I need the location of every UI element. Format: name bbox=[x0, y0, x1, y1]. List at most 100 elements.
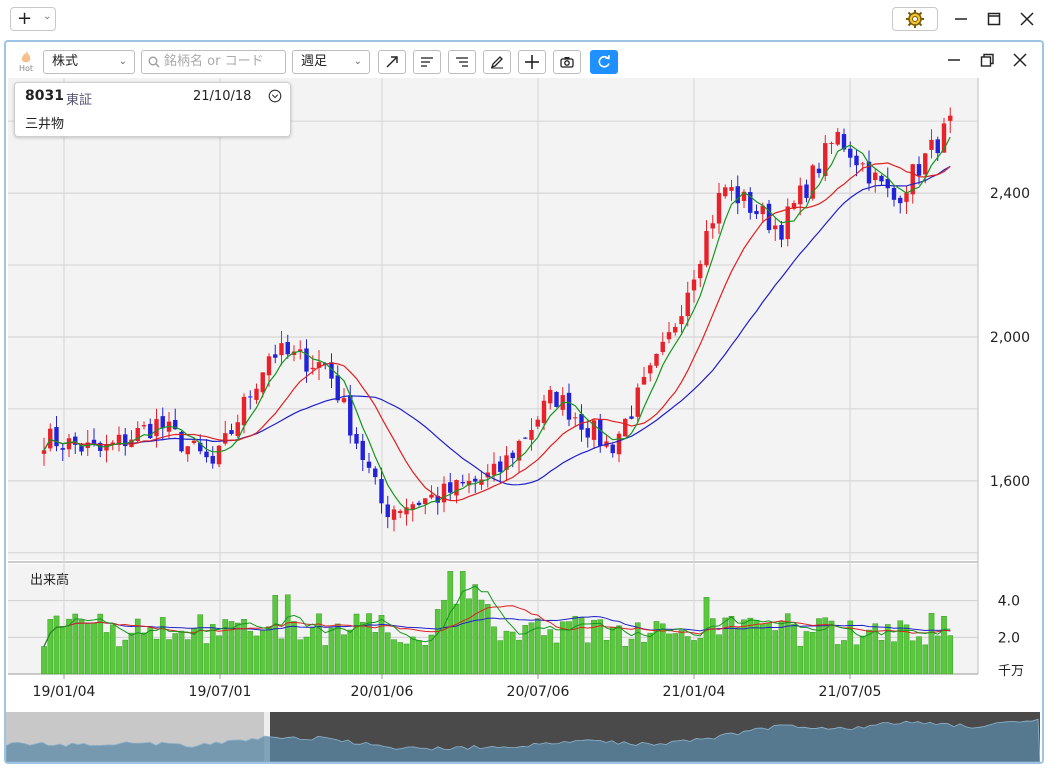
volume-bar bbox=[284, 594, 291, 675]
pen-button[interactable] bbox=[483, 50, 511, 74]
volume-bar bbox=[109, 624, 116, 675]
volume-bar bbox=[916, 636, 922, 675]
candle-body bbox=[635, 387, 640, 417]
candle-body bbox=[891, 187, 897, 200]
minimize-icon bbox=[948, 59, 960, 61]
close-button[interactable] bbox=[1016, 8, 1038, 30]
candle-body bbox=[748, 192, 753, 213]
price-tick-label: 2,000 bbox=[990, 330, 1030, 346]
candle-body bbox=[448, 482, 453, 493]
refresh-button[interactable] bbox=[590, 50, 618, 74]
time-tick-label: 21/07/05 bbox=[819, 684, 882, 700]
candle-body bbox=[935, 139, 940, 154]
type-select[interactable]: 株式 ⌄ bbox=[43, 50, 135, 74]
volume-bar bbox=[353, 613, 360, 675]
volume-bar bbox=[472, 584, 479, 675]
volume-bar bbox=[541, 635, 547, 675]
candle-body bbox=[554, 391, 559, 407]
candle-body bbox=[879, 175, 884, 182]
volume-bar bbox=[703, 597, 710, 675]
maximize-button[interactable] bbox=[983, 8, 1005, 30]
volume-bar bbox=[622, 645, 629, 675]
stock-chart[interactable]: 1,600 2,000 2,400 2.0 4.0 千万 出来高 19/01/04 19/07/… bbox=[8, 78, 1038, 710]
volume-bar bbox=[384, 632, 391, 675]
trendline-icon bbox=[386, 56, 398, 68]
volume-bar bbox=[497, 640, 504, 675]
candle-body bbox=[829, 142, 834, 144]
align-left-button[interactable] bbox=[413, 50, 441, 74]
volume-bar bbox=[616, 625, 622, 675]
candle-body bbox=[266, 356, 272, 376]
panel-close-button[interactable] bbox=[1012, 52, 1032, 72]
volume-bar bbox=[97, 613, 104, 675]
pen-icon bbox=[490, 56, 503, 69]
candle-body bbox=[529, 429, 534, 440]
candle-body bbox=[479, 479, 484, 485]
crosshair-button[interactable] bbox=[518, 50, 546, 74]
volume-bar bbox=[547, 629, 554, 675]
volume-bar bbox=[878, 640, 885, 675]
volume-title: 出来高 bbox=[30, 572, 69, 588]
candle-body bbox=[848, 148, 853, 158]
volume-bar bbox=[816, 618, 822, 675]
volume-tick-label: 2.0 bbox=[998, 630, 1020, 646]
candle-body bbox=[341, 398, 347, 403]
candle-body bbox=[654, 353, 659, 366]
volume-bar bbox=[503, 630, 510, 675]
panel-minimize-button[interactable] bbox=[946, 52, 966, 72]
volume-bar bbox=[941, 616, 947, 675]
volume-bar bbox=[178, 630, 185, 675]
candle-body bbox=[660, 341, 665, 353]
volume-bar bbox=[697, 638, 704, 675]
volume-bar bbox=[491, 626, 497, 675]
volume-bar bbox=[341, 634, 347, 675]
volume-bar bbox=[928, 612, 935, 675]
period-select[interactable]: 週足 ⌄ bbox=[292, 50, 370, 74]
volume-bar bbox=[603, 639, 610, 675]
volume-bar bbox=[403, 643, 410, 675]
candle-body bbox=[429, 494, 434, 498]
volume-bar bbox=[434, 609, 441, 675]
volume-bar bbox=[666, 633, 672, 675]
chevron-down-circle-icon[interactable] bbox=[268, 89, 282, 103]
volume-bar bbox=[334, 623, 341, 675]
align-right-button[interactable] bbox=[448, 50, 476, 74]
minimize-button[interactable] bbox=[950, 8, 972, 30]
stock-name: 三井物 bbox=[25, 117, 65, 132]
volume-bar bbox=[828, 620, 835, 675]
screenshot-button[interactable] bbox=[553, 50, 581, 74]
trendline-button[interactable] bbox=[378, 50, 406, 74]
volume-bar bbox=[303, 636, 310, 675]
candle-body bbox=[473, 478, 478, 482]
volume-bar bbox=[909, 640, 916, 675]
volume-bar bbox=[791, 623, 797, 675]
candle-body bbox=[66, 438, 72, 450]
candle-body bbox=[285, 341, 290, 355]
stock-info-card: 8031 東証 21/10/18 三井物 bbox=[14, 82, 291, 137]
volume-bar bbox=[747, 617, 754, 675]
volume-bar bbox=[566, 621, 572, 675]
search-input[interactable]: 銘柄名 or コード bbox=[141, 50, 286, 74]
volume-bar bbox=[328, 627, 335, 675]
range-navigator[interactable] bbox=[6, 712, 1040, 762]
candle-body bbox=[298, 349, 303, 352]
candle-body bbox=[623, 418, 628, 437]
volume-bar bbox=[209, 624, 216, 675]
candle-body bbox=[741, 191, 747, 201]
volume-bar bbox=[522, 625, 529, 675]
candle-body bbox=[760, 205, 765, 215]
candle-body bbox=[366, 461, 372, 468]
align-right-icon bbox=[456, 57, 468, 67]
add-button[interactable]: + ⌄ bbox=[10, 7, 56, 31]
hot-button[interactable]: Hot bbox=[14, 50, 38, 76]
volume-bar bbox=[778, 621, 785, 675]
candle-body bbox=[885, 178, 890, 189]
ma-mid-line bbox=[43, 162, 951, 502]
volume-bar bbox=[272, 595, 279, 675]
panel-restore-button[interactable] bbox=[979, 52, 999, 72]
time-tick-label: 19/07/01 bbox=[189, 684, 252, 700]
volume-bar bbox=[647, 632, 654, 675]
settings-button[interactable] bbox=[892, 7, 938, 31]
volume-bar bbox=[241, 619, 247, 675]
volume-bar bbox=[716, 634, 722, 675]
